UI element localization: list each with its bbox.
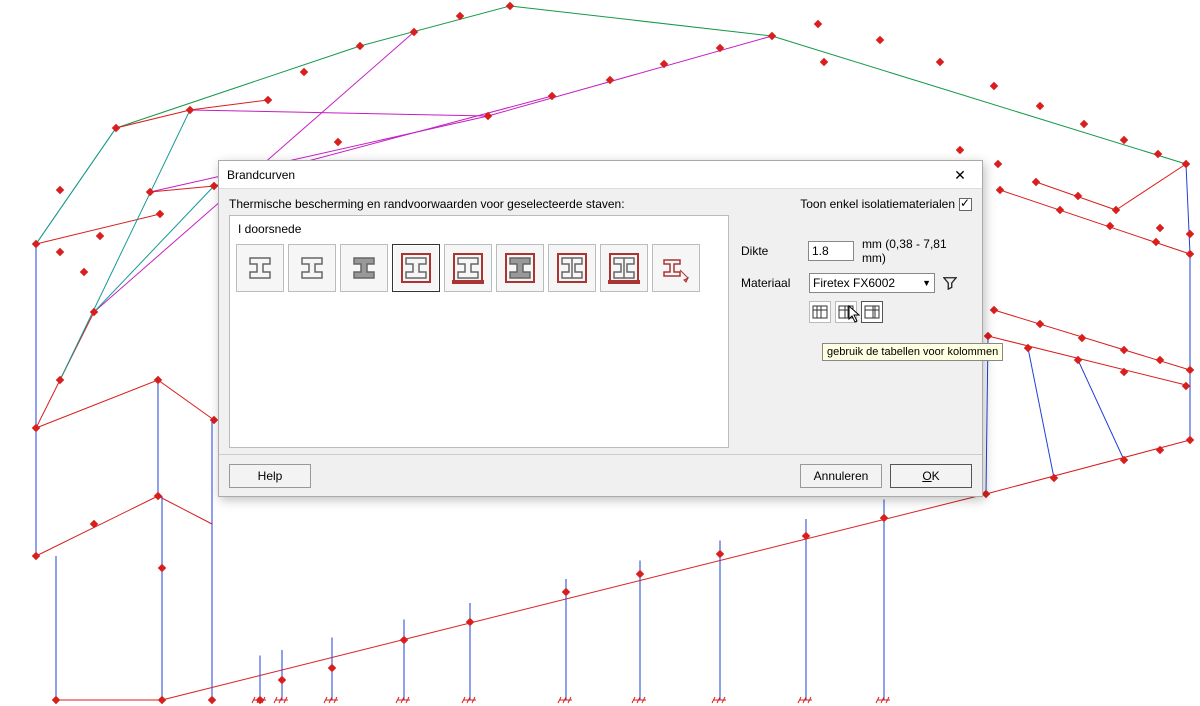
profile-custom[interactable] xyxy=(652,244,700,292)
checkbox-icon[interactable] xyxy=(959,198,972,211)
table-usage-table-2[interactable] xyxy=(835,301,857,323)
close-icon[interactable]: ✕ xyxy=(940,162,980,188)
profile-i-filled[interactable] xyxy=(340,244,388,292)
profile-panel: I doorsnede xyxy=(229,215,729,448)
dialog-title: Brandcurven xyxy=(227,168,940,182)
thickness-unit-range: mm (0,38 - 7,81 mm) xyxy=(862,237,972,265)
parameters-panel: Dikte mm (0,38 - 7,81 mm) Materiaal Fire… xyxy=(741,215,972,448)
filter-icon[interactable] xyxy=(943,276,957,290)
material-label: Materiaal xyxy=(741,276,801,290)
profile-i-box-filled[interactable] xyxy=(444,244,492,292)
profile-i-box-open[interactable] xyxy=(392,244,440,292)
cancel-button[interactable]: Annuleren xyxy=(800,464,882,488)
table-usage-table-1[interactable] xyxy=(809,301,831,323)
filter-checkbox-label: Toon enkel isolatiematerialen xyxy=(800,197,955,211)
thickness-input[interactable] xyxy=(808,241,854,261)
table-usage-buttons xyxy=(809,301,972,323)
dialog-footer: Help Annuleren OK xyxy=(219,454,982,496)
fire-curves-dialog: Brandcurven ✕ Thermische bescherming en … xyxy=(218,160,983,497)
profile-button-row xyxy=(234,238,724,298)
profile-tab-label: I doorsnede xyxy=(234,220,724,238)
dialog-subheader: Thermische bescherming en randvoorwaarde… xyxy=(219,189,982,215)
material-value: Firetex FX6002 xyxy=(813,276,895,290)
table-usage-table-3[interactable] xyxy=(861,301,883,323)
thickness-label: Dikte xyxy=(741,244,800,258)
chevron-down-icon: ▼ xyxy=(922,278,931,288)
filter-checkbox[interactable]: Toon enkel isolatiematerialen xyxy=(800,197,972,211)
material-combobox[interactable]: Firetex FX6002 ▼ xyxy=(809,273,935,293)
profile-h-open[interactable] xyxy=(548,244,596,292)
profile-i-open-2[interactable] xyxy=(288,244,336,292)
dialog-titlebar: Brandcurven ✕ xyxy=(219,161,982,189)
profile-h-filled[interactable] xyxy=(600,244,648,292)
profile-i-open[interactable] xyxy=(236,244,284,292)
ok-button-label-rest: K xyxy=(932,469,940,483)
subheader-label: Thermische bescherming en randvoorwaarde… xyxy=(229,197,800,211)
profile-i-box-grey[interactable] xyxy=(496,244,544,292)
tooltip: gebruik de tabellen voor kolommen xyxy=(822,343,1003,361)
help-button[interactable]: Help xyxy=(229,464,311,488)
ok-button[interactable]: OK xyxy=(890,464,972,488)
